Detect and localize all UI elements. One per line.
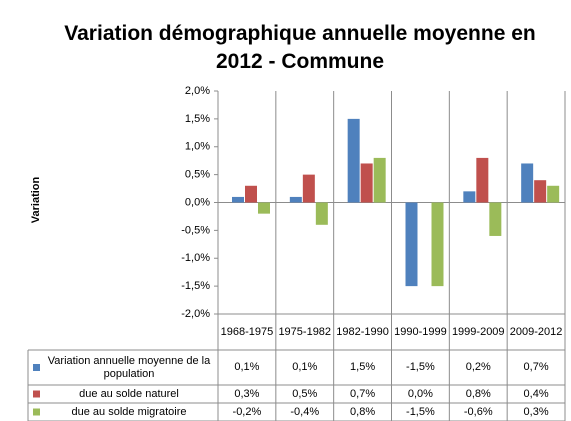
y-tick-label: -2,0% [181,308,210,320]
table-value: 0,5% [292,387,318,400]
table-value: -0,2% [232,405,262,418]
table-value: 0,1% [234,361,260,373]
legend-label: due au solde naturel [79,387,179,400]
legend-swatch [33,408,40,416]
y-tick-label: -1,5% [181,280,210,292]
y-tick-label: 1,5% [185,113,210,125]
table-value: -1,5% [406,361,435,373]
bar [476,157,489,203]
bar [347,118,360,203]
bar [463,191,476,203]
y-tick-label: 0,5% [185,169,210,181]
table-value: 0,7% [523,361,549,373]
bar [534,180,547,203]
bar [302,174,315,203]
bar [315,202,328,225]
chart-title: Variation démographique annuelle moyenne… [64,22,536,73]
table-value: 0,1% [292,361,318,373]
table-value: 1,5% [350,361,376,373]
bar [258,202,270,214]
y-tick-label: 2,0% [185,85,210,97]
bar [360,163,373,203]
table-value: 0,4% [523,387,549,400]
legend-label: due au solde migratoire [71,405,187,418]
table-value: 0,3% [523,405,549,418]
category-label: 1990-1999 [394,325,447,338]
bar [489,202,502,236]
category-label: 1999-2009 [451,325,505,338]
y-tick-label: 1,0% [185,141,210,153]
category-label: 1968-1975 [220,325,274,338]
legend-swatch [33,364,40,371]
table-value: -0,6% [463,405,493,418]
table-value: 0,8% [465,387,491,400]
y-tick-label: -1,0% [181,252,210,264]
legend-swatch [33,390,40,398]
category-label: 1982-1990 [336,325,389,338]
category-label: 2009-2012 [509,325,563,338]
y-tick-label: -0,5% [181,224,210,236]
bar [232,196,244,203]
table-value: 0,2% [465,361,491,373]
bar [289,196,302,203]
table-value: -0,4% [290,405,320,418]
bar [431,202,444,287]
bar [521,163,534,203]
bar [405,202,418,287]
bar [373,157,386,203]
table-value: 0,7% [350,387,376,400]
legend-label: Variation annuelle moyenne de la populat… [47,354,211,380]
bar [547,185,560,203]
table-value: 0,0% [407,387,433,400]
y-axis-label: Variation [30,176,42,223]
y-tick-label: 0,0% [185,196,210,208]
table-value: -1,5% [406,405,435,418]
table-value: 0,3% [234,387,260,400]
table-value: 0,8% [350,405,376,418]
category-label: 1975-1982 [278,325,332,338]
bar [245,185,257,203]
